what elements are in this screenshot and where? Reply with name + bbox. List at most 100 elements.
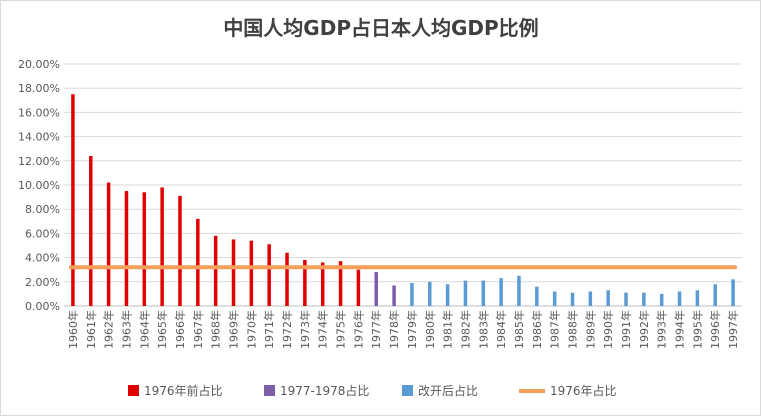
x-tick-label: 1962年 (102, 310, 116, 349)
x-tick-label: 1990年 (601, 310, 615, 349)
x-tick-label: 1991年 (619, 310, 633, 349)
x-tick-label: 1965年 (155, 310, 169, 349)
bar-layer (71, 94, 735, 306)
bar (89, 155, 93, 306)
bar (428, 281, 432, 306)
bar (552, 291, 557, 306)
bar (124, 191, 129, 306)
bar (142, 192, 147, 306)
bar (303, 260, 307, 306)
x-tick-label: 1992年 (637, 310, 651, 349)
bar (588, 291, 593, 306)
x-tick-label: 1968年 (209, 310, 223, 349)
x-tick-label: 1981年 (441, 310, 455, 349)
bar (213, 235, 218, 306)
x-tick-label: 1993年 (655, 310, 669, 349)
bar (499, 278, 503, 306)
y-tick-label: 6.00% (25, 227, 60, 240)
y-tick-label: 2.00% (25, 276, 60, 289)
bar (285, 252, 289, 306)
x-tick-label: 1985年 (512, 310, 526, 349)
bar (659, 293, 664, 306)
x-axis-ticks: 1960年 1961年 1962年 1963年 1964年 1965年 1966年 1967年… (66, 310, 740, 349)
y-tick-label: 0.00% (25, 300, 60, 313)
x-tick-label: 1994年 (673, 310, 687, 349)
bar (106, 182, 111, 306)
x-tick-label: 1966年 (173, 310, 187, 349)
legend-swatch (402, 385, 413, 396)
legend-swatch (264, 385, 275, 396)
bar (731, 279, 735, 306)
legend-label: 改开后占比 (418, 383, 478, 398)
bar (267, 244, 271, 306)
legend-label: 1976年前占比 (144, 383, 223, 398)
x-tick-label: 1975年 (334, 310, 348, 349)
bar (624, 292, 628, 306)
x-tick-label: 1974年 (316, 310, 330, 349)
x-tick-label: 1984年 (494, 310, 508, 349)
x-tick-label: 1971年 (262, 310, 276, 349)
y-tick-label: 4.00% (25, 252, 60, 265)
x-tick-label: 1967年 (191, 310, 205, 349)
x-tick-label: 1963年 (119, 310, 133, 349)
x-tick-label: 1980年 (423, 310, 437, 349)
y-tick-label: 16.00% (18, 106, 60, 119)
x-tick-label: 1976年 (351, 310, 365, 349)
bar (356, 269, 361, 306)
x-tick-label: 1982年 (458, 310, 472, 349)
bar (606, 290, 610, 306)
y-tick-label: 8.00% (25, 203, 60, 216)
x-tick-label: 1969年 (227, 310, 241, 349)
bar (374, 272, 378, 306)
bar (695, 290, 700, 306)
bar (642, 292, 646, 306)
bar (481, 280, 486, 306)
x-tick-label: 1989年 (583, 310, 597, 349)
y-tick-label: 14.00% (18, 131, 60, 144)
x-tick-label: 1988年 (566, 310, 580, 349)
bar (178, 195, 182, 306)
y-tick-label: 12.00% (18, 155, 60, 168)
x-tick-label: 1961年 (84, 310, 98, 349)
bar (713, 284, 717, 306)
bar (463, 280, 468, 306)
x-tick-label: 1979年 (405, 310, 419, 349)
bar (570, 292, 575, 306)
x-tick-label: 1995年 (690, 310, 704, 349)
y-tick-label: 20.00% (18, 58, 60, 71)
x-tick-label: 1996年 (708, 310, 722, 349)
x-tick-label: 1973年 (298, 310, 312, 349)
bar (517, 275, 521, 306)
bar (445, 284, 450, 306)
x-tick-label: 1970年 (244, 310, 258, 349)
chart-title: 中国人均GDP占日本人均GDP比例 (223, 16, 538, 40)
bar (410, 283, 414, 306)
x-tick-label: 1978年 (387, 310, 401, 349)
x-tick-label: 1960年 (66, 310, 80, 349)
bar (71, 94, 75, 306)
legend-swatch (128, 385, 139, 396)
bar (231, 239, 236, 306)
bar (160, 187, 164, 306)
legend-label: 1977-1978占比 (280, 383, 369, 398)
x-tick-label: 1997年 (726, 310, 740, 349)
bar (677, 291, 682, 306)
x-tick-label: 1977年 (369, 310, 383, 349)
legend-label: 1976年占比 (550, 383, 617, 398)
x-tick-label: 1987年 (548, 310, 562, 349)
legend: 1976年前占比 1977-1978占比 改开后占比 1976年占比 (128, 383, 617, 398)
bar (535, 286, 539, 306)
bar (338, 261, 343, 306)
bar (249, 240, 254, 306)
bar (392, 285, 396, 306)
bar (196, 218, 200, 306)
x-tick-label: 1964年 (137, 310, 151, 349)
x-tick-label: 1986年 (530, 310, 544, 349)
grid-layer (64, 63, 742, 307)
y-tick-label: 10.00% (18, 179, 60, 192)
x-tick-label: 1972年 (280, 310, 294, 349)
y-axis-ticks: 0.00% 2.00% 4.00% 6.00% 8.00% 10.00% 12.00% 14.… (18, 58, 60, 313)
x-tick-label: 1983年 (476, 310, 490, 349)
